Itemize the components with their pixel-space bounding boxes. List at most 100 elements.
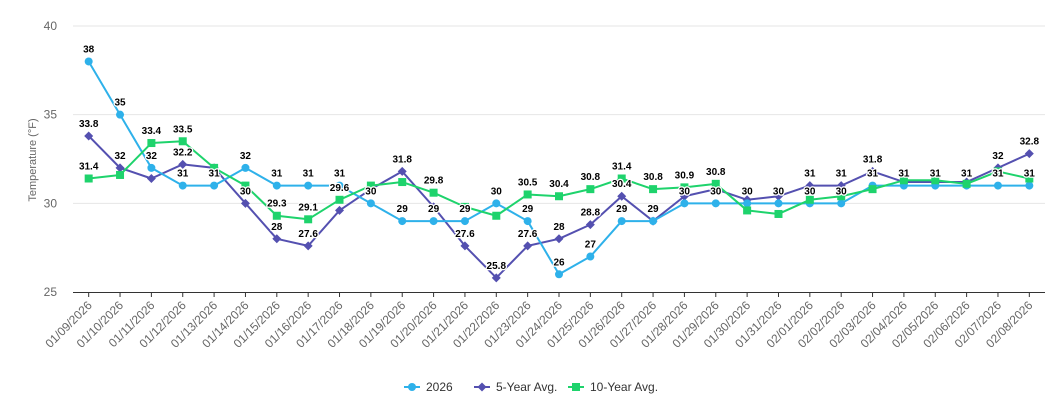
- data-point[interactable]: [554, 234, 564, 244]
- legend-marker: [408, 383, 416, 391]
- data-point[interactable]: [523, 217, 532, 226]
- data-point[interactable]: [146, 174, 156, 184]
- data-label: 27.6: [455, 229, 475, 240]
- data-point[interactable]: [147, 139, 156, 148]
- data-point[interactable]: [868, 166, 878, 176]
- data-point[interactable]: [460, 202, 469, 211]
- data-label: 30: [742, 186, 754, 197]
- data-point[interactable]: [240, 198, 250, 208]
- data-point[interactable]: [805, 181, 815, 191]
- data-point[interactable]: [523, 190, 532, 199]
- data-point[interactable]: [774, 199, 783, 208]
- series-0: [84, 57, 1034, 279]
- data-point[interactable]: [398, 217, 407, 226]
- data-point[interactable]: [366, 199, 375, 208]
- data-point[interactable]: [1024, 149, 1034, 159]
- data-point[interactable]: [460, 241, 470, 251]
- data-point[interactable]: [460, 217, 469, 226]
- data-point[interactable]: [805, 195, 814, 204]
- data-point[interactable]: [555, 192, 563, 201]
- data-label: 33.5: [173, 124, 193, 135]
- data-point[interactable]: [555, 270, 563, 279]
- data-point[interactable]: [1025, 181, 1034, 190]
- data-point[interactable]: [773, 191, 783, 201]
- data-point[interactable]: [491, 273, 501, 283]
- data-point[interactable]: [679, 191, 689, 201]
- data-point[interactable]: [429, 202, 439, 212]
- data-label: 30.5: [518, 177, 538, 188]
- data-label: 31: [1024, 169, 1036, 180]
- data-point[interactable]: [115, 163, 125, 173]
- data-point[interactable]: [743, 206, 752, 215]
- data-point[interactable]: [836, 181, 846, 191]
- data-point[interactable]: [899, 176, 908, 185]
- data-point[interactable]: [711, 199, 720, 208]
- data-label: 31: [804, 169, 816, 180]
- data-point[interactable]: [241, 181, 250, 190]
- data-label: 30.4: [612, 179, 632, 190]
- legend[interactable]: 2026 5-Year Avg. 10-Year Avg.: [404, 380, 658, 394]
- data-label: 30: [710, 186, 722, 197]
- data-point[interactable]: [178, 159, 188, 169]
- data-point[interactable]: [743, 199, 752, 208]
- data-label: 30.9: [675, 170, 695, 181]
- data-point[interactable]: [962, 179, 971, 188]
- legend-item[interactable]: 2026: [404, 380, 453, 394]
- data-point[interactable]: [617, 191, 627, 201]
- data-point[interactable]: [272, 234, 282, 244]
- data-point[interactable]: [649, 185, 658, 194]
- data-point[interactable]: [429, 188, 438, 197]
- data-point[interactable]: [147, 163, 156, 172]
- data-point[interactable]: [931, 176, 940, 185]
- data-point[interactable]: [711, 179, 720, 188]
- data-point[interactable]: [868, 185, 877, 194]
- data-point[interactable]: [335, 195, 344, 204]
- data-point[interactable]: [649, 217, 658, 226]
- data-point[interactable]: [116, 170, 125, 179]
- data-point[interactable]: [335, 181, 344, 190]
- data-point[interactable]: [178, 181, 187, 190]
- data-point[interactable]: [178, 137, 187, 146]
- data-point[interactable]: [492, 199, 501, 208]
- data-point[interactable]: [837, 199, 846, 208]
- data-point[interactable]: [585, 220, 595, 230]
- data-point[interactable]: [492, 211, 501, 220]
- data-point[interactable]: [680, 199, 689, 208]
- data-point[interactable]: [617, 217, 626, 226]
- data-point[interactable]: [993, 181, 1002, 190]
- data-point[interactable]: [241, 163, 250, 172]
- data-point[interactable]: [84, 174, 93, 183]
- data-point[interactable]: [680, 183, 689, 192]
- data-point[interactable]: [1025, 174, 1034, 183]
- data-point[interactable]: [303, 241, 313, 251]
- data-point[interactable]: [84, 57, 93, 66]
- data-point[interactable]: [398, 178, 407, 187]
- data-label: 27.6: [298, 229, 318, 240]
- data-point[interactable]: [837, 192, 846, 201]
- data-point[interactable]: [774, 209, 783, 218]
- data-label: 29: [522, 204, 534, 215]
- data-label: 27.6: [518, 229, 538, 240]
- legend-item[interactable]: 5-Year Avg.: [474, 380, 557, 394]
- data-point[interactable]: [397, 166, 407, 176]
- data-point[interactable]: [304, 215, 313, 224]
- data-label: 28.8: [581, 208, 601, 219]
- data-point[interactable]: [116, 110, 125, 119]
- data-labels: 38 35 32 31 31 32 31 31 31 30 29 29 29 30 29 26 27 29 29 30…: [78, 43, 1041, 273]
- data-point[interactable]: [335, 205, 345, 215]
- data-point[interactable]: [523, 241, 533, 251]
- data-point[interactable]: [272, 211, 281, 220]
- data-point[interactable]: [366, 181, 375, 190]
- legend-item[interactable]: 10-Year Avg.: [568, 380, 658, 394]
- data-point[interactable]: [84, 131, 94, 141]
- data-point[interactable]: [210, 181, 219, 190]
- data-point[interactable]: [429, 217, 438, 226]
- data-point[interactable]: [586, 185, 595, 194]
- data-point[interactable]: [304, 181, 313, 190]
- data-point[interactable]: [210, 163, 219, 172]
- data-point[interactable]: [993, 167, 1002, 176]
- data-point[interactable]: [586, 252, 595, 261]
- data-point[interactable]: [272, 181, 281, 190]
- data-point[interactable]: [617, 174, 626, 183]
- data-label: 29.8: [424, 176, 444, 187]
